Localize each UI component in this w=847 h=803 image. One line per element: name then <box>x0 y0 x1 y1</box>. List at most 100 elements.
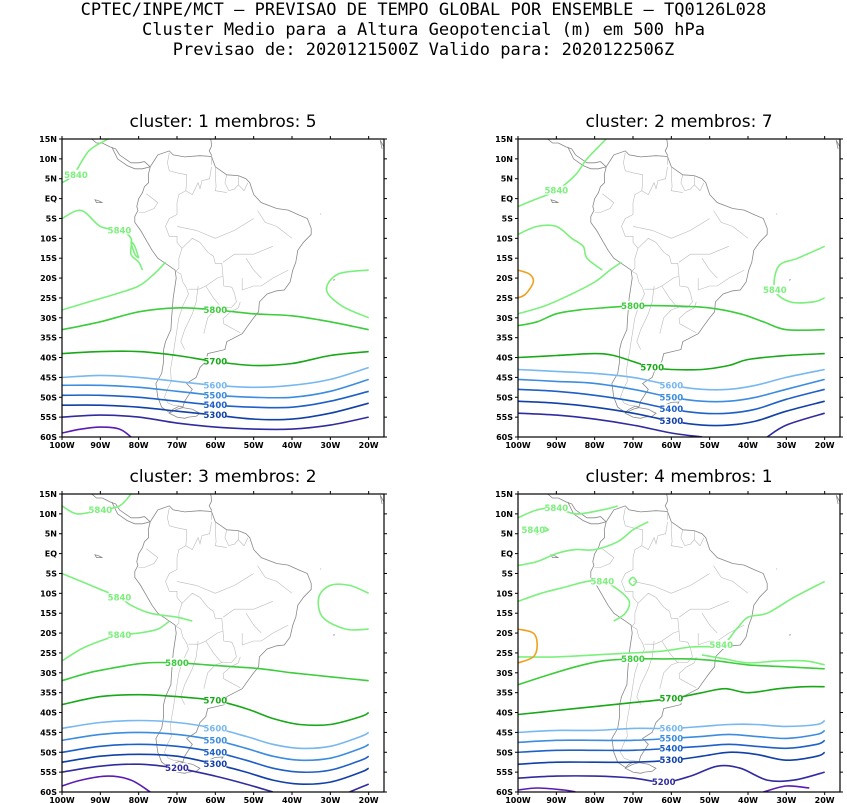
lon-label: 50W <box>700 796 720 803</box>
coastline-centralamerica <box>90 494 151 523</box>
country-border <box>641 521 668 551</box>
lat-label: 40S <box>40 354 57 363</box>
contour-5900 <box>518 269 535 299</box>
country-border <box>205 276 237 308</box>
contour-label-bg <box>204 400 227 410</box>
contour-label-5800: 5800 <box>165 659 189 669</box>
lat-label: 5S <box>502 569 514 578</box>
contour-label-bg <box>204 304 227 314</box>
country-border <box>678 246 729 263</box>
lon-label: 90W <box>90 796 110 803</box>
country-border <box>594 193 615 213</box>
contour-label-bg <box>660 693 683 703</box>
contour-label-bg <box>204 356 227 366</box>
lat-label: 25S <box>40 294 57 303</box>
coastline-africa <box>835 495 840 504</box>
lat-label: 30S <box>40 669 57 678</box>
country-border <box>632 573 710 594</box>
contour-label-bg <box>108 630 131 640</box>
country-border <box>224 529 239 547</box>
contour-label-bg <box>545 502 568 512</box>
coastline-lesserant <box>208 139 213 156</box>
header-line-1: CPTEC/INPE/MCT – PREVISAO DE TEMPO GLOBA… <box>80 0 767 20</box>
country-border <box>636 640 655 705</box>
country-border <box>659 661 680 689</box>
coastline-africa <box>835 140 840 149</box>
coastline-africa <box>379 140 384 149</box>
contour-5840 <box>518 261 622 315</box>
lat-label: 55S <box>496 413 513 422</box>
coastline-centralamericab <box>567 501 607 525</box>
lat-label: 10N <box>495 510 513 519</box>
lon-label: 70W <box>623 796 643 803</box>
country-border <box>164 293 189 407</box>
lat-label: 45S <box>40 373 57 382</box>
lon-label: 20W <box>815 441 835 450</box>
country-border <box>661 276 693 308</box>
island-galapagos <box>550 199 560 203</box>
contour-label-bg <box>204 735 227 745</box>
contour-label-5600: 5600 <box>659 381 683 391</box>
contour-label-5600: 5600 <box>203 724 227 734</box>
contour-label-5800: 5800 <box>203 306 227 316</box>
country-border <box>224 174 239 192</box>
contour-5840 <box>317 583 370 631</box>
lat-label: 60S <box>40 433 57 442</box>
lat-label: 15N <box>39 490 57 499</box>
map-frame <box>61 138 385 438</box>
lat-label: 55S <box>496 768 513 777</box>
contour-5800 <box>518 657 825 686</box>
lat-label: 15S <box>40 254 57 263</box>
contour-label-5700: 5700 <box>203 697 227 707</box>
lat-label: 60S <box>40 788 57 797</box>
contour-5840 <box>628 576 638 587</box>
contour-label-bg <box>108 225 131 235</box>
map-panel-cluster-3: 5840 5840 5840 5800 5700 5600 5500 5400 5300 5200… <box>39 490 387 803</box>
contour-5700 <box>518 352 825 371</box>
map-content: 5840 5840 5800 5700 5600 5500 5400 5300 <box>518 139 840 437</box>
country-border <box>176 218 254 239</box>
contour-5800 <box>518 304 825 332</box>
lon-label: 30W <box>776 441 796 450</box>
contour-label-5500: 5500 <box>203 391 227 401</box>
country-border <box>680 174 695 192</box>
island-galapagos <box>94 554 104 558</box>
lon-label: 90W <box>546 796 566 803</box>
lon-label: 70W <box>167 441 187 450</box>
country-border <box>637 592 680 645</box>
lat-label: 40S <box>40 709 57 718</box>
lon-label: 40W <box>282 796 302 803</box>
contour-label-bg <box>166 657 188 667</box>
contour-label-bg <box>710 639 733 649</box>
country-border <box>257 565 293 594</box>
country-border <box>620 648 645 762</box>
contour-5100 <box>62 426 132 437</box>
lat-label: 15S <box>496 609 513 618</box>
contour-label-bg <box>660 392 683 402</box>
contour-label-bg <box>204 759 227 769</box>
island-fuego <box>624 762 657 774</box>
lat-label: 10S <box>40 589 57 598</box>
contour-label-bg <box>591 576 614 586</box>
contour-5100 <box>62 775 151 792</box>
country-border <box>659 306 680 334</box>
country-border <box>176 573 254 594</box>
contour-label-5840: 5840 <box>108 226 132 236</box>
country-border <box>631 626 645 650</box>
panel-title-cluster-4: cluster: 4 membros: 1 <box>585 467 773 487</box>
lat-label: 40S <box>496 709 513 718</box>
contour-label-5600: 5600 <box>659 724 683 734</box>
lat-label: 5N <box>501 175 513 184</box>
lon-label: 30W <box>776 796 796 803</box>
lon-label: 30W <box>320 441 340 450</box>
country-border <box>203 661 224 689</box>
contour-5840 <box>518 224 603 271</box>
lat-label: 10S <box>496 234 513 243</box>
header-line-2: Cluster Medio para a Altura Geopotencial… <box>142 20 705 40</box>
lat-label: 30S <box>496 669 513 678</box>
contour-5100 <box>518 787 576 792</box>
contour-label-bg <box>652 777 675 787</box>
contour-label-5400: 5400 <box>203 401 227 411</box>
country-border <box>241 269 289 291</box>
